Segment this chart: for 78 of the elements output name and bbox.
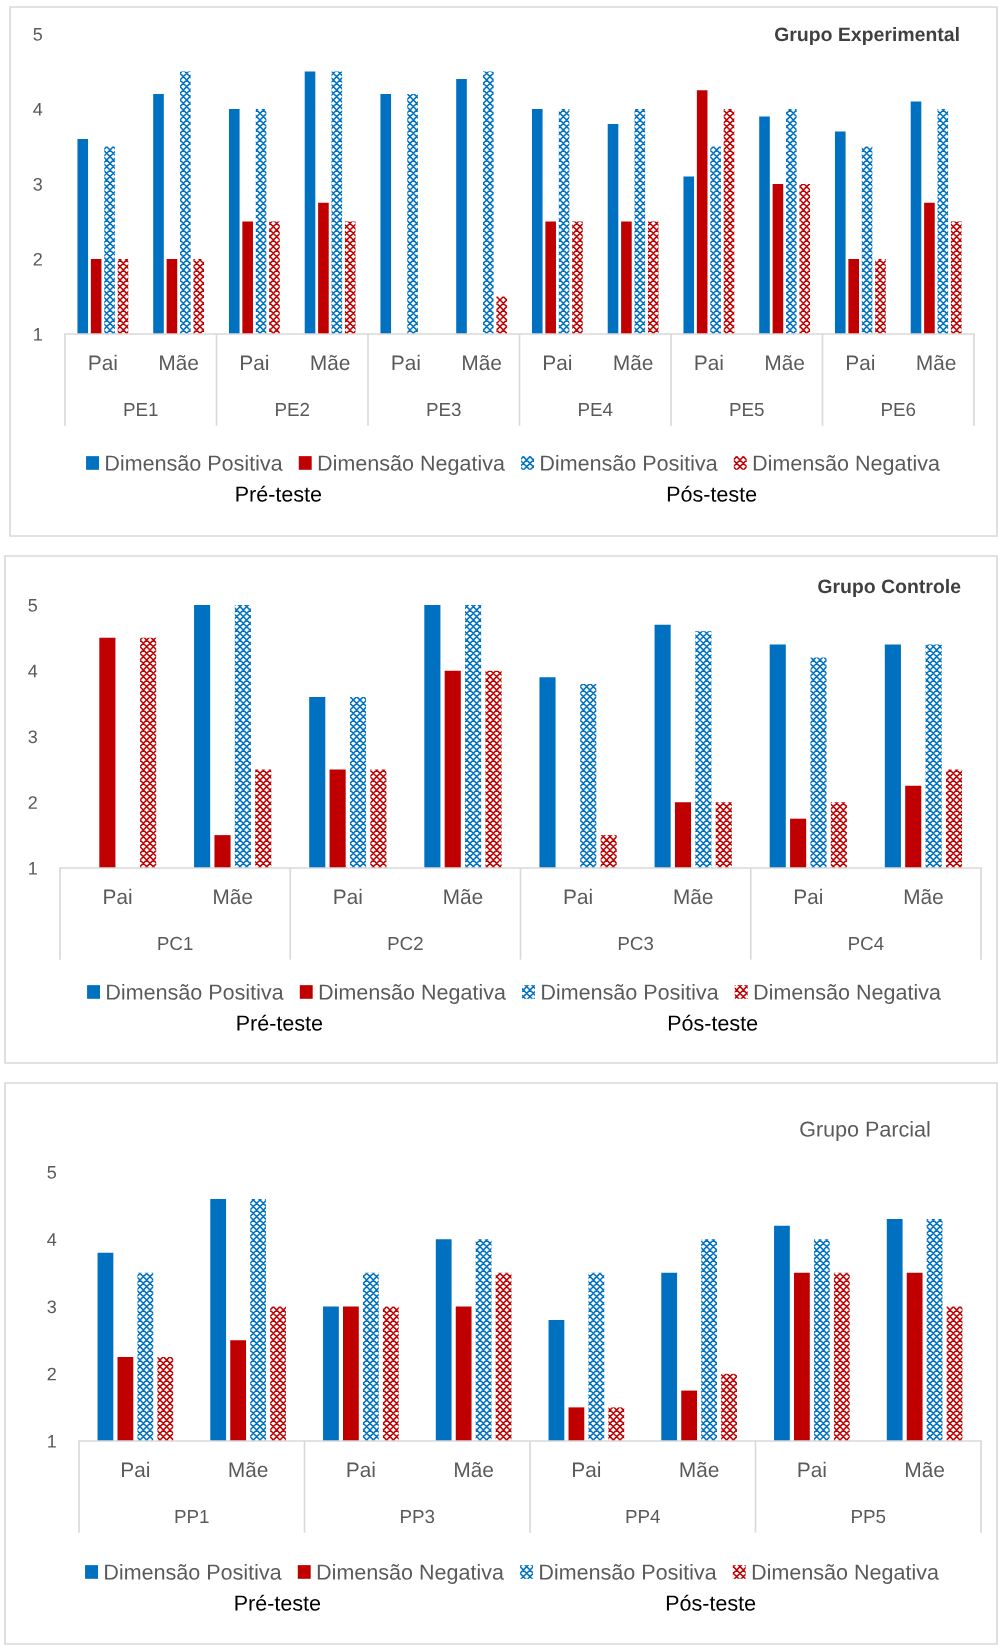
- legend-label: Dimensão Negativa: [319, 983, 506, 1005]
- text: Pré-teste: [237, 1014, 323, 1031]
- x-tick-label: Mãe: [917, 354, 956, 371]
- legend-label: Dimensão Positiva: [540, 1563, 717, 1580]
- x-tick-label: Pai: [573, 1461, 601, 1478]
- text: PC4: [849, 936, 884, 951]
- text: PE4: [579, 403, 613, 416]
- x-tick-label: Mãe: [614, 354, 653, 371]
- x-tick-label: Pai: [347, 1461, 375, 1478]
- text: PE5: [730, 403, 764, 417]
- x-tick-label: Pai: [794, 888, 822, 905]
- text: Pré-teste: [236, 485, 322, 502]
- x-tick-label: Pai: [334, 888, 362, 905]
- y-tick-label: 4: [47, 1233, 57, 1246]
- x-tick-label: Mãe: [160, 354, 198, 371]
- x-tick-label: Mãe: [906, 1461, 944, 1478]
- y-tick-label: 5: [47, 1166, 57, 1179]
- text: PE2: [276, 402, 310, 416]
- legend-label: Dimensão Positiva: [105, 1563, 282, 1580]
- y-tick-label: 5: [33, 28, 43, 41]
- x-tick-label: Mãe: [229, 1461, 268, 1478]
- legend-label: Dimensão Positiva: [541, 454, 718, 471]
- legend-label: Dimensão Negativa: [752, 1563, 939, 1585]
- y-tick-label: 1: [34, 328, 42, 341]
- text: PP3: [401, 1509, 435, 1524]
- y-tick-label: 2: [28, 796, 37, 809]
- text: PP1: [175, 1510, 209, 1523]
- x-tick-label: Mãe: [311, 354, 350, 371]
- y-tick-label: 1: [29, 862, 37, 875]
- x-tick-label: Pai: [798, 1461, 826, 1478]
- chart-title: Grupo Parcial: [800, 1120, 930, 1142]
- x-tick-label: Pai: [89, 354, 117, 371]
- text: PE1: [124, 403, 158, 416]
- chart-title: Grupo Controle: [818, 578, 961, 598]
- x-tick-label: Pai: [392, 354, 420, 371]
- x-tick-label: Pai: [544, 354, 572, 371]
- text: Pós-teste: [667, 485, 757, 502]
- y-tick-label: 3: [47, 1300, 56, 1314]
- legend-label: Dimensão Positiva: [107, 983, 284, 1000]
- x-tick-label: Mãe: [455, 1461, 493, 1478]
- x-tick-label: Mãe: [214, 888, 253, 905]
- y-tick-label: 2: [47, 1367, 56, 1381]
- text: PP4: [626, 1510, 660, 1523]
- x-tick-label: Pai: [564, 888, 592, 905]
- y-tick-label: 5: [28, 599, 38, 612]
- x-tick-label: Pai: [122, 1461, 150, 1478]
- legend-label: Dimensão Negativa: [318, 454, 505, 476]
- legend-label: Dimensão Negativa: [317, 1563, 504, 1585]
- x-tick-label: Mãe: [904, 888, 943, 905]
- y-tick-label: 4: [33, 103, 43, 116]
- chart-title: Grupo Experimental: [774, 26, 959, 46]
- legend-label: Dimensão Positiva: [106, 454, 283, 471]
- text: PE3: [427, 402, 461, 417]
- text: PC1: [158, 936, 193, 951]
- text: Pré-teste: [235, 1594, 321, 1611]
- text: PC3: [618, 936, 654, 951]
- text: Pós-teste: [668, 1014, 758, 1031]
- text: PE6: [882, 402, 916, 417]
- y-tick-label: 1: [48, 1435, 56, 1448]
- y-tick-label: 3: [33, 177, 42, 191]
- x-tick-label: Pai: [847, 354, 875, 371]
- text: PC2: [388, 936, 423, 951]
- x-tick-label: Mãe: [766, 354, 804, 371]
- legend-label: Dimensão Negativa: [754, 983, 941, 1005]
- legend-label: Dimensão Positiva: [542, 983, 719, 1000]
- x-tick-label: Pai: [241, 354, 269, 371]
- x-tick-label: Mãe: [463, 354, 501, 371]
- y-tick-label: 4: [28, 664, 38, 678]
- x-tick-label: Pai: [695, 354, 723, 371]
- text: PP5: [852, 1510, 886, 1524]
- text: Pós-teste: [666, 1594, 756, 1611]
- x-tick-label: Pai: [104, 888, 132, 905]
- y-tick-label: 3: [28, 730, 37, 744]
- x-tick-label: Mãe: [680, 1461, 719, 1478]
- legend-label: Dimensão Negativa: [753, 454, 940, 476]
- x-tick-label: Mãe: [444, 888, 483, 905]
- x-tick-label: Mãe: [674, 888, 713, 905]
- y-tick-label: 2: [33, 252, 42, 266]
